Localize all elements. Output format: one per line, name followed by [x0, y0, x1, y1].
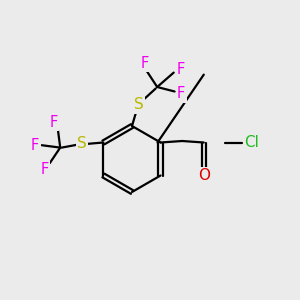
Text: F: F [176, 61, 184, 76]
Text: Cl: Cl [244, 135, 259, 150]
Text: F: F [140, 56, 148, 70]
Text: F: F [40, 162, 48, 177]
Text: F: F [31, 138, 39, 153]
Text: S: S [134, 98, 143, 112]
Text: S: S [77, 136, 87, 152]
Text: O: O [198, 168, 210, 183]
Text: F: F [177, 86, 185, 101]
Text: F: F [49, 115, 57, 130]
